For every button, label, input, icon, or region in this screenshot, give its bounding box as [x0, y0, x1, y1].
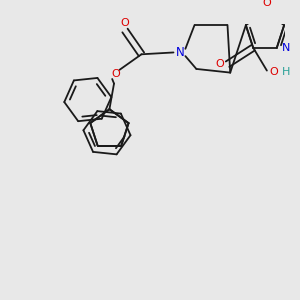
Text: N: N: [282, 43, 290, 53]
Text: O: O: [216, 59, 225, 69]
Text: O: O: [121, 18, 129, 28]
Text: H: H: [282, 68, 290, 77]
Text: O: O: [270, 68, 279, 77]
Text: O: O: [262, 0, 271, 8]
Text: N: N: [176, 46, 184, 59]
Text: O: O: [112, 69, 120, 80]
